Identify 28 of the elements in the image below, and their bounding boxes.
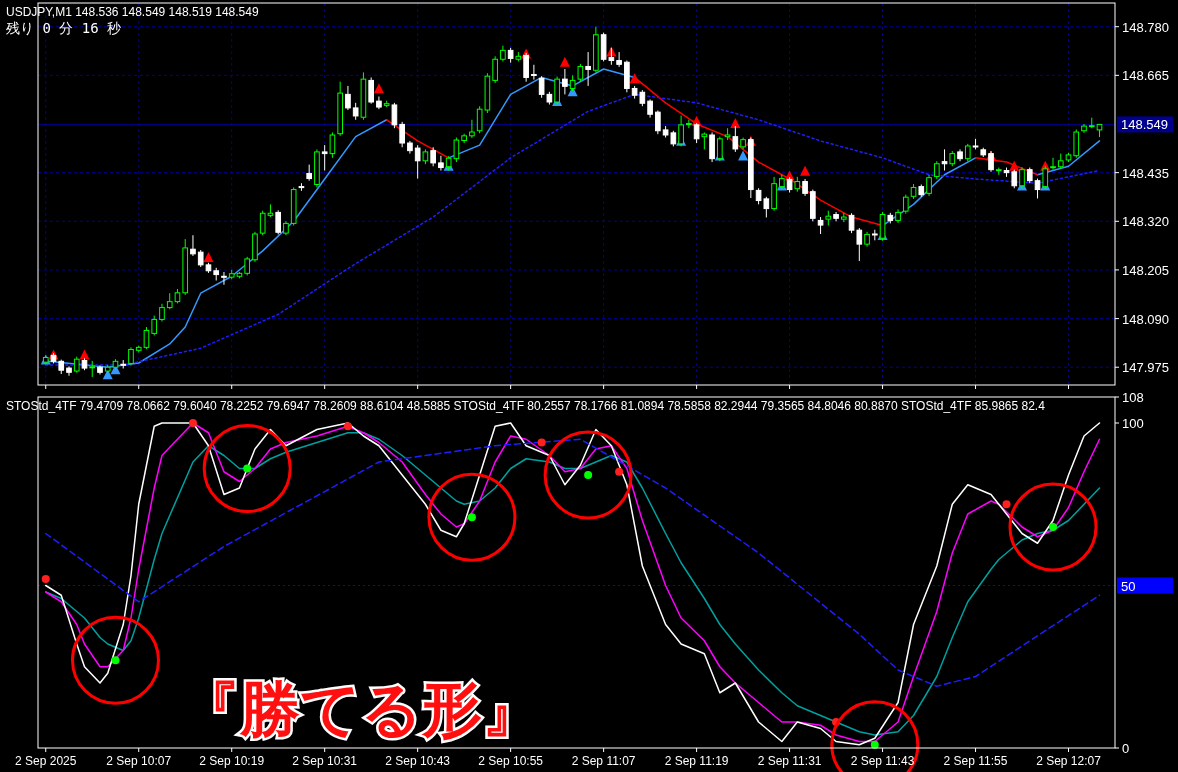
x-tick-label: 2 Sep 12:07	[1036, 754, 1102, 768]
x-tick-label: 2 Sep 2025	[15, 754, 77, 768]
y-tick-label: 108	[1122, 390, 1144, 405]
y-tick-label: 148.665	[1122, 68, 1169, 84]
x-tick-label: 2 Sep 11:55	[943, 754, 1008, 768]
x-tick-label: 2 Sep 11:31	[757, 754, 822, 768]
chart-title: USDJPY,M1 148.536 148.549 148.519 148.549	[6, 5, 259, 19]
x-tick-label: 2 Sep 10:55	[478, 754, 544, 768]
x-tick-label: 2 Sep 10:43	[385, 754, 451, 768]
x-tick-label: 2 Sep 11:43	[850, 754, 915, 768]
y-tick-label: 0	[1122, 741, 1130, 756]
annotation: 『勝てる形』	[180, 674, 542, 744]
y-tick-label: 148.780	[1122, 19, 1169, 35]
x-tick-label: 2 Sep 10:07	[106, 754, 172, 768]
x-tick-label: 2 Sep 11:07	[571, 754, 636, 768]
y-tick-label: 148.320	[1122, 214, 1169, 230]
x-tick-label: 2 Sep 10:31	[292, 754, 358, 768]
y-tick-label: 100	[1122, 416, 1144, 431]
y-tick-label: 148.205	[1122, 262, 1169, 278]
y-tick-label: 148.090	[1122, 311, 1169, 327]
y-tick-label: 148.435	[1122, 165, 1169, 181]
y-tick-label: 147.975	[1122, 360, 1169, 376]
x-tick-label: 2 Sep 10:19	[199, 754, 265, 768]
ref-line-label: 148.549	[1121, 117, 1168, 133]
chart-title: STOStd_4TF 79.4709 78.0662 79.6040 78.2252 79.6947 78.2609 88.6104 48.5885 STOStd_4TF 80.2557 78.1766 81.0894 78.5858 82.2944 79.3565 84.8046 80.8870 STOStd_4TF 85.9865 82.4	[6, 399, 1046, 413]
annotation: 残り 0 分 16 秒	[6, 20, 122, 36]
x-tick-label: 2 Sep 11:19	[664, 754, 729, 768]
ref-line-label: 50	[1121, 578, 1136, 594]
